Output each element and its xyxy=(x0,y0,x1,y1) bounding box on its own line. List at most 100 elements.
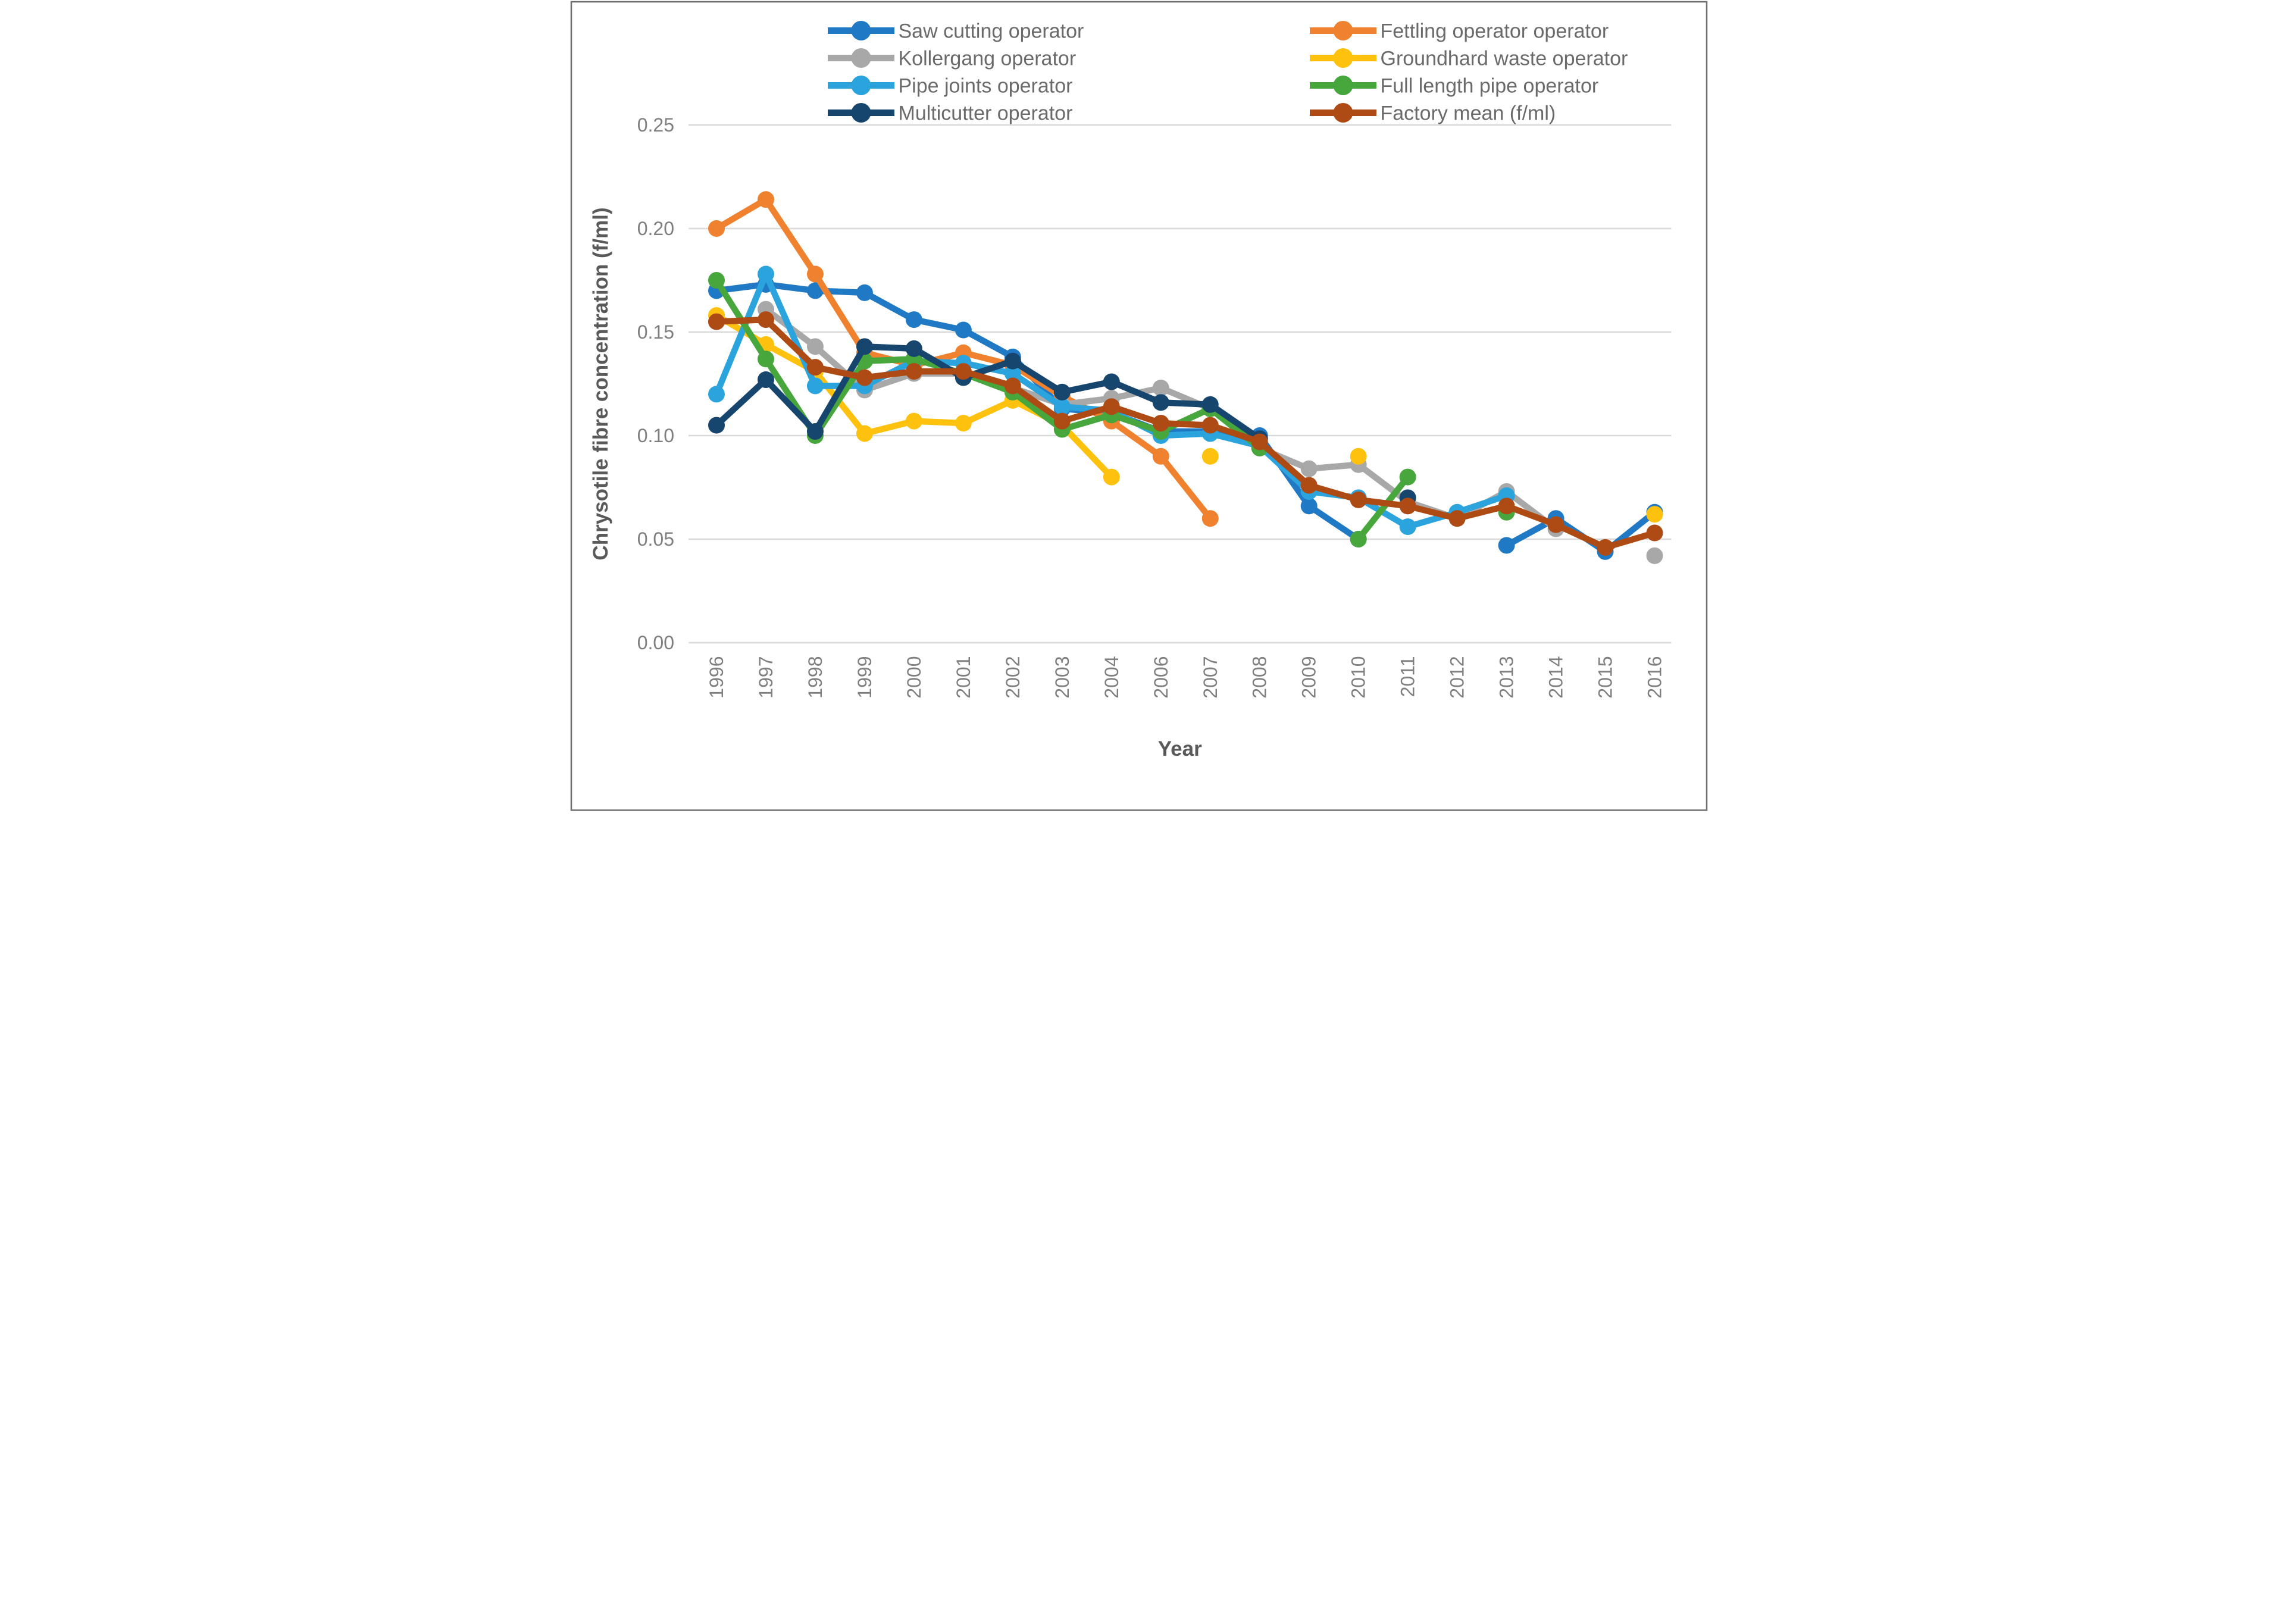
x-axis-tick-label: 2009 xyxy=(1298,656,1320,699)
legend-swatch-marker xyxy=(1333,21,1353,40)
x-axis-tick-label: 2002 xyxy=(1002,656,1024,699)
series-marker-factory-mean xyxy=(1103,398,1120,415)
series-marker-groundhard-waste-operator xyxy=(1646,506,1663,523)
series-marker-multicutter-operator xyxy=(708,417,725,434)
legend-swatch-marker xyxy=(851,21,871,40)
series-marker-fettling-operator xyxy=(1201,510,1219,527)
series-marker-pipe-joints-operator xyxy=(708,386,725,403)
x-axis-tick-label: 2015 xyxy=(1595,656,1616,699)
series-marker-factory-mean xyxy=(1597,539,1614,556)
series-marker-factory-mean xyxy=(757,311,774,328)
series-marker-kollergang-operator xyxy=(1646,547,1663,564)
legend-item-kollergang-operator: Kollergang operator xyxy=(828,48,1076,70)
series-marker-groundhard-waste-operator xyxy=(856,425,873,442)
series-marker-full-length-pipe-operator xyxy=(1350,531,1367,547)
series-marker-factory-mean xyxy=(1201,417,1219,434)
series-marker-multicutter-operator xyxy=(1053,383,1071,400)
legend-label: Multicutter operator xyxy=(899,102,1073,125)
x-axis-tick-label: 2012 xyxy=(1447,656,1468,699)
legend-item-saw-cutting-operator: Saw cutting operator xyxy=(828,20,1084,43)
legend-item-multicutter-operator: Multicutter operator xyxy=(828,102,1072,125)
legend-item-factory-mean: Factory mean (f/ml) xyxy=(1310,102,1556,125)
series-marker-factory-mean xyxy=(806,359,824,376)
series-marker-saw-cutting-operator xyxy=(1300,497,1318,515)
series-marker-factory-mean xyxy=(905,363,922,380)
series-marker-factory-mean xyxy=(1004,377,1021,395)
y-axis-title: Chrysotile fibre concentration (f/ml) xyxy=(589,207,612,560)
series-marker-fettling-operator xyxy=(757,191,774,208)
x-axis-tick-label: 2004 xyxy=(1101,656,1122,699)
series-marker-factory-mean xyxy=(1498,497,1515,515)
y-axis-tick-label: 0.10 xyxy=(637,425,674,446)
series-line-full-length-pipe-operator xyxy=(1355,474,1411,543)
y-axis-tick-label: 0.00 xyxy=(637,632,674,653)
x-axis-tick-label: 2008 xyxy=(1249,656,1271,699)
x-axis-tick-label: 2010 xyxy=(1348,656,1369,699)
x-axis-tick-label: 2001 xyxy=(953,656,974,699)
series-marker-pipe-joints-operator xyxy=(1004,365,1021,382)
series-marker-factory-mean xyxy=(1448,510,1466,527)
series-marker-pipe-joints-operator xyxy=(806,377,824,395)
series-marker-full-length-pipe-operator xyxy=(757,351,774,368)
series-marker-factory-mean xyxy=(1399,497,1416,515)
x-axis-tick-label: 1998 xyxy=(805,656,826,699)
legend-label: Saw cutting operator xyxy=(899,20,1084,43)
legend-label: Groundhard waste operator xyxy=(1381,48,1628,70)
legend-swatch-marker xyxy=(851,76,871,95)
x-axis-tick-label: 2016 xyxy=(1644,656,1666,699)
series-marker-groundhard-waste-operator xyxy=(1103,468,1120,486)
series-marker-factory-mean xyxy=(1053,412,1071,430)
series-marker-factory-mean xyxy=(1547,516,1564,533)
series-marker-factory-mean xyxy=(1152,415,1169,432)
series-marker-saw-cutting-operator xyxy=(1498,537,1515,554)
series-marker-factory-mean xyxy=(1300,477,1318,494)
y-axis-tick-label: 0.25 xyxy=(637,114,674,136)
series-marker-factory-mean xyxy=(856,369,873,386)
series-marker-multicutter-operator xyxy=(806,423,824,440)
series-marker-fettling-operator xyxy=(1152,448,1169,465)
series-marker-saw-cutting-operator xyxy=(955,321,972,339)
x-axis-tick-label: 1996 xyxy=(706,656,727,699)
series-marker-kollergang-operator xyxy=(806,338,824,355)
series-marker-fettling-operator xyxy=(806,265,824,283)
x-axis-tick-label: 1999 xyxy=(854,656,875,699)
legend-item-pipe-joints-operator: Pipe joints operator xyxy=(828,75,1072,98)
x-axis-tick-label: 2014 xyxy=(1545,656,1567,699)
series-marker-pipe-joints-operator xyxy=(757,265,774,283)
legend-item-fettling-operator: Fettling operator operator xyxy=(1310,20,1609,43)
series-marker-multicutter-operator xyxy=(1004,352,1021,370)
series-marker-factory-mean xyxy=(1350,491,1367,508)
x-axis-tick-label: 2003 xyxy=(1052,656,1073,699)
series-marker-multicutter-operator xyxy=(1152,394,1169,411)
series-marker-groundhard-waste-operator xyxy=(1201,448,1219,465)
legend-swatch-marker xyxy=(851,103,871,123)
legend-swatch-marker xyxy=(1333,103,1353,123)
x-axis-tick-label: 2007 xyxy=(1200,656,1221,699)
series-marker-groundhard-waste-operator xyxy=(905,412,922,430)
series-marker-multicutter-operator xyxy=(1103,373,1120,390)
x-axis-tick-label: 2006 xyxy=(1150,656,1172,699)
legend-swatch-marker xyxy=(1333,48,1353,68)
legend-item-full-length-pipe-operator: Full length pipe operator xyxy=(1310,75,1598,98)
series-marker-kollergang-operator xyxy=(1300,460,1318,477)
series-marker-multicutter-operator xyxy=(905,340,922,357)
series-marker-pipe-joints-operator xyxy=(1053,398,1071,415)
y-axis-tick-label: 0.05 xyxy=(637,528,674,550)
x-axis-tick-label: 2000 xyxy=(903,656,925,699)
x-axis-tick-label: 1997 xyxy=(755,656,777,699)
series-marker-saw-cutting-operator xyxy=(856,284,873,301)
series-marker-multicutter-operator xyxy=(757,371,774,389)
series-marker-kollergang-operator xyxy=(1152,379,1169,396)
legend-item-groundhard-waste-operator: Groundhard waste operator xyxy=(1310,48,1628,70)
legend-label: Factory mean (f/ml) xyxy=(1381,102,1556,125)
series-marker-factory-mean xyxy=(1251,433,1268,450)
x-axis-tick-label: 2013 xyxy=(1496,656,1517,699)
series-marker-full-length-pipe-operator xyxy=(708,272,725,289)
figure-border xyxy=(570,1,1708,811)
y-axis-tick-label: 0.20 xyxy=(637,218,674,239)
series-marker-multicutter-operator xyxy=(856,338,873,355)
series-marker-factory-mean xyxy=(1646,524,1663,542)
x-axis-tick-label: 2011 xyxy=(1397,656,1419,697)
y-axis-tick-label: 0.15 xyxy=(637,321,674,343)
series-marker-multicutter-operator xyxy=(1201,396,1219,413)
